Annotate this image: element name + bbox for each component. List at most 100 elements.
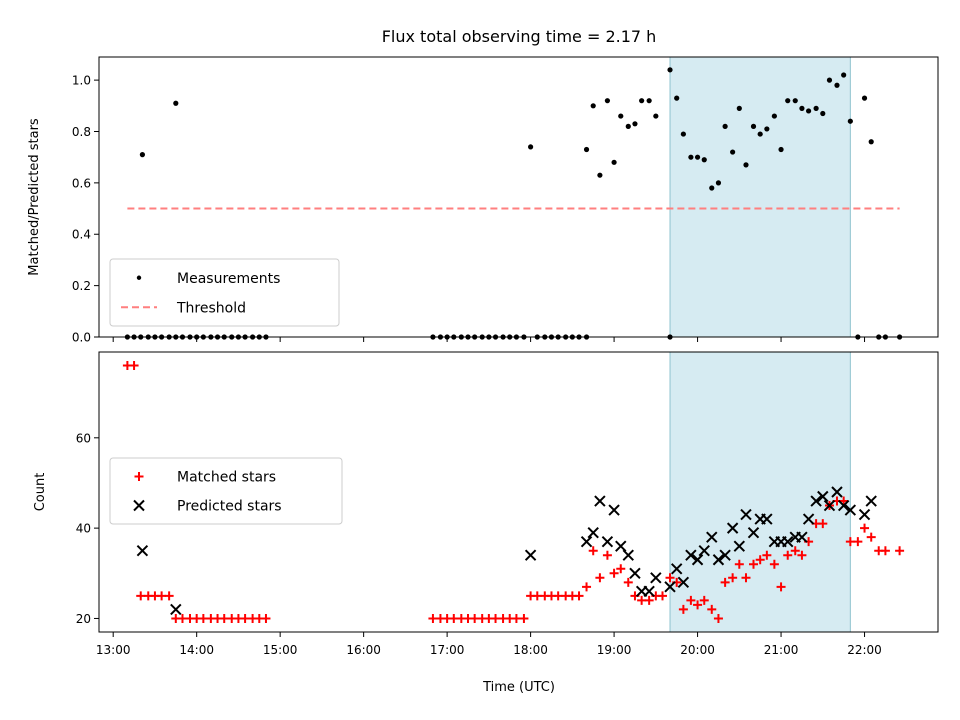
bottom-legend: Matched stars Predicted stars	[109, 457, 343, 525]
matched-stars-point	[769, 559, 779, 569]
y-tick-label: 1.0	[72, 74, 91, 88]
measurements-point	[139, 152, 146, 158]
top-plot-frame	[98, 56, 939, 338]
measurements-point	[680, 131, 686, 137]
matched-stars-point	[741, 573, 751, 583]
predicted-stars-point	[677, 576, 690, 589]
y-tick-label: 20	[76, 612, 91, 626]
predicted-stars-point	[865, 495, 877, 507]
predicted-stars-point	[594, 495, 606, 507]
matched-stars-point	[532, 591, 542, 601]
predicted-stars-point	[691, 554, 704, 566]
measurements-point	[701, 157, 707, 163]
measurements-point	[820, 110, 826, 117]
predicted-stars-point	[608, 504, 620, 516]
matched-stars-point	[776, 582, 786, 592]
matched-stars-point	[582, 582, 592, 592]
bottom-y-ticks: 20 40 60	[76, 431, 99, 626]
measurements-point	[674, 95, 680, 101]
predicted-stars-point	[643, 585, 655, 598]
x-tick-label: 15:00	[263, 643, 298, 657]
matched-stars-point	[177, 613, 187, 623]
bottom-plot-frame	[98, 351, 939, 633]
predicted-stars-point	[712, 554, 725, 566]
measurements-point	[750, 123, 757, 129]
matched-stars-point	[665, 573, 675, 583]
bottom-marks	[122, 361, 905, 623]
matched-stars-point	[553, 591, 563, 601]
top-y-axis-label: Matched/Predicted stars	[27, 118, 42, 276]
legend-label: Matched stars	[177, 470, 276, 486]
matched-stars-point	[129, 361, 139, 371]
measurements-point	[834, 82, 840, 88]
measurements-point	[611, 159, 617, 165]
measurements-point	[861, 95, 868, 101]
top-marks	[124, 67, 903, 340]
predicted-stars-point	[837, 499, 850, 512]
matched-stars-point	[839, 496, 849, 506]
chart-title: Flux total observing time = 2.17 h	[382, 27, 657, 46]
matched-stars-point	[755, 555, 765, 565]
matched-stars-point	[895, 546, 905, 556]
matched-stars-point	[880, 546, 890, 556]
matched-stars-point	[783, 550, 793, 560]
legend-label: Threshold	[176, 300, 246, 316]
predicted-stars-point	[170, 603, 182, 616]
measurements-point	[868, 139, 874, 145]
x-tick-label: 13:00	[96, 643, 131, 657]
bottom-panel: 20 40 60 13:00 14:00 15:00 16:00 17:00 18:00 19:…	[33, 351, 939, 695]
predicted-stars-point	[733, 540, 746, 552]
measurements-point	[771, 113, 777, 119]
predicted-stars-point	[782, 535, 794, 548]
matched-stars-point	[790, 546, 800, 556]
y-tick-label: 40	[76, 522, 91, 536]
measurements-point	[841, 72, 847, 78]
measurements-point	[764, 126, 770, 132]
top-panel: 0.0 0.2 0.4 0.6 0.8 1.0 Flux total observing …	[27, 27, 939, 345]
measurements-point	[597, 172, 603, 178]
matched-stars-point	[845, 537, 855, 547]
matched-stars-point	[637, 595, 647, 605]
measurements-point	[173, 100, 179, 106]
top-legend: Measurements Threshold	[109, 258, 340, 327]
measurements-point	[736, 105, 742, 111]
matched-stars-point	[644, 595, 654, 605]
matched-stars-point	[762, 550, 772, 560]
y-tick-label: 60	[76, 431, 91, 445]
predicted-stars-point	[601, 535, 614, 548]
predicted-stars-point	[629, 567, 641, 579]
y-tick-label: 0.2	[72, 279, 91, 293]
matched-stars-point	[797, 550, 807, 560]
x-tick-label: 19:00	[597, 643, 632, 657]
legend-marker	[133, 499, 145, 512]
matched-stars-point	[734, 559, 744, 569]
measurements-point	[826, 77, 833, 83]
measurements-point	[709, 185, 715, 191]
measurements-point	[632, 121, 638, 127]
legend-label: Predicted stars	[177, 499, 282, 515]
predicted-stars-point	[664, 581, 676, 593]
predicted-stars-point	[650, 572, 662, 584]
matched-stars-point	[198, 613, 208, 623]
measurements-point	[653, 113, 659, 119]
predicted-stars-point	[810, 495, 822, 507]
matched-stars-point	[678, 604, 688, 614]
bottom-y-axis-label: Count	[33, 473, 48, 512]
measurements-point	[618, 113, 624, 119]
predicted-stars-point	[685, 549, 697, 561]
y-tick-label: 0.6	[72, 176, 91, 190]
matched-stars-point	[519, 613, 529, 623]
measurements-point	[646, 98, 652, 104]
predicted-stars-point	[817, 490, 829, 503]
matched-stars-point	[449, 613, 459, 623]
predicted-stars-point	[524, 549, 537, 561]
predicted-stars-point	[136, 545, 149, 557]
x-tick-label: 16:00	[346, 643, 381, 657]
predicted-stars-point	[670, 563, 683, 575]
x-tick-label: 22:00	[847, 643, 882, 657]
matched-stars-point	[511, 613, 521, 623]
measurements-point	[785, 98, 791, 104]
matched-stars-point	[219, 613, 229, 623]
measurements-point	[799, 105, 805, 111]
matched-stars-point	[658, 591, 668, 601]
